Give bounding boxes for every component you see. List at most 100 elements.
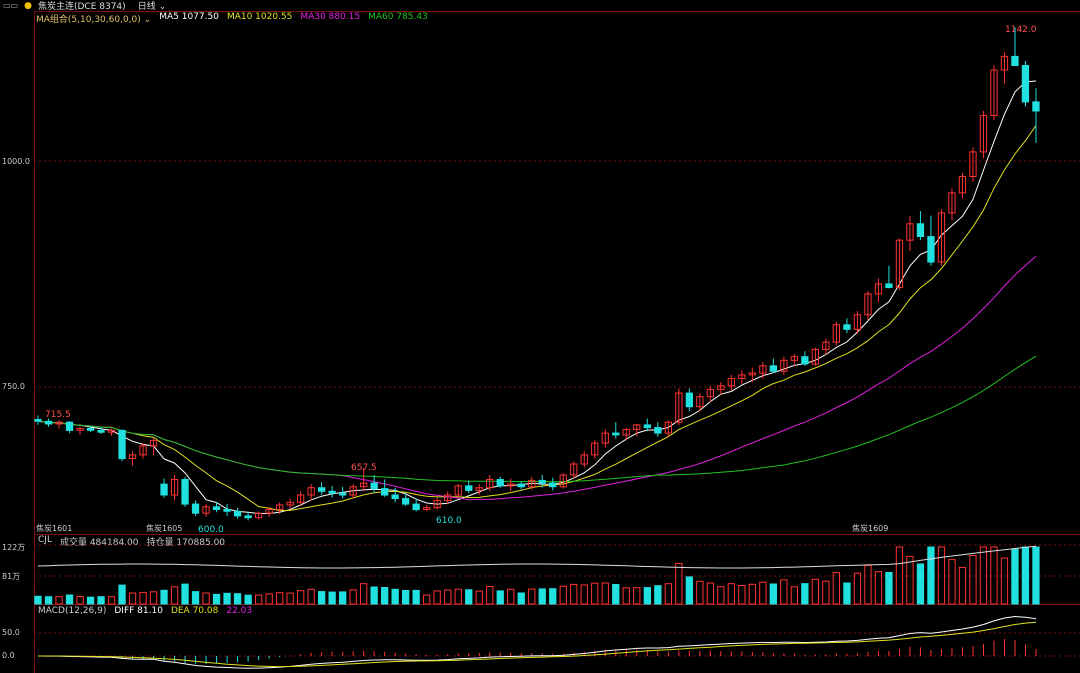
volume-bar bbox=[990, 546, 998, 605]
volume-bar bbox=[307, 588, 315, 605]
volume-bar bbox=[853, 572, 862, 605]
candle-body bbox=[538, 479, 546, 484]
candle-body bbox=[444, 494, 452, 501]
candle-body bbox=[349, 486, 357, 496]
ma60-line bbox=[37, 355, 1037, 483]
candle-body bbox=[969, 151, 977, 177]
volume-bar bbox=[212, 593, 221, 605]
volume-bar bbox=[570, 583, 578, 605]
volume-bar bbox=[675, 562, 683, 605]
instrument-title[interactable]: 焦炭主连(DCE 8374) bbox=[37, 2, 126, 12]
candle-body bbox=[517, 483, 525, 488]
candle-body bbox=[738, 374, 746, 379]
volume-bar bbox=[528, 588, 536, 605]
volume-bar bbox=[1000, 557, 1009, 605]
volume-bar bbox=[1032, 546, 1040, 605]
volume-bar bbox=[538, 588, 546, 605]
volume-tick-81: 81万 bbox=[2, 572, 21, 581]
volume-bar bbox=[1021, 546, 1030, 605]
candle-body bbox=[822, 341, 830, 350]
candle-body bbox=[1021, 65, 1030, 103]
volume-bar bbox=[948, 559, 956, 605]
volume-bar bbox=[286, 592, 294, 605]
volume-bar bbox=[191, 591, 200, 605]
candle-body bbox=[160, 483, 168, 496]
volume-bar bbox=[76, 596, 84, 605]
candle-body bbox=[759, 365, 767, 374]
candle-body bbox=[454, 485, 462, 496]
macd-panel-frame[interactable] bbox=[34, 604, 1080, 673]
volume-bar bbox=[454, 588, 462, 605]
contract-label-1609: 焦炭1609 bbox=[852, 523, 888, 533]
candle-body bbox=[664, 421, 673, 434]
volume-value: 成交量 484184.00 bbox=[59, 538, 139, 548]
volume-bar bbox=[780, 579, 788, 605]
period-selector[interactable]: 日线 ⌄ bbox=[137, 2, 167, 12]
candle-body bbox=[790, 356, 799, 361]
price-panel-frame[interactable] bbox=[34, 11, 1080, 535]
volume-bar bbox=[412, 589, 420, 605]
candle-body bbox=[811, 348, 820, 365]
candle-body bbox=[276, 504, 284, 510]
candle-body bbox=[717, 385, 725, 390]
volume-bar bbox=[433, 590, 441, 605]
volume-bar bbox=[790, 586, 799, 605]
candle-body bbox=[255, 512, 263, 519]
candle-body bbox=[612, 432, 620, 436]
macd-tick-50: 50.0 bbox=[2, 628, 20, 637]
candle-body bbox=[191, 503, 200, 514]
ma60-label: MA60 785.43 bbox=[368, 12, 428, 22]
ma-config-button[interactable]: MA组合(5,10,30,60,0,0) ⌄ bbox=[36, 15, 152, 25]
volume-tick-122: 122万 bbox=[2, 543, 26, 552]
volume-bar bbox=[664, 583, 673, 605]
volume-bar bbox=[769, 583, 778, 605]
volume-bar bbox=[65, 594, 74, 605]
candle-body bbox=[990, 69, 998, 116]
ma-legend: MA组合(5,10,30,60,0,0) ⌄ MA5 1077.50 MA10 … bbox=[36, 12, 428, 25]
volume-bar bbox=[86, 596, 95, 605]
volume-bar bbox=[517, 592, 525, 605]
volume-bar bbox=[318, 591, 326, 605]
volume-bar bbox=[937, 546, 946, 605]
volume-legend: CJL 成交量 484184.00 持仓量 170885.00 bbox=[38, 535, 225, 548]
candle-body bbox=[223, 509, 231, 512]
volume-bar bbox=[297, 590, 305, 605]
volume-bar bbox=[685, 576, 694, 605]
diff-line bbox=[37, 615, 1037, 669]
volume-bar bbox=[118, 584, 126, 605]
volume-bar bbox=[160, 589, 168, 605]
volume-bar bbox=[654, 585, 662, 605]
volume-bar bbox=[895, 546, 904, 605]
ma5-line bbox=[37, 80, 1037, 514]
candle-body bbox=[97, 429, 105, 433]
volume-bar bbox=[465, 589, 473, 605]
macd-panel-title[interactable]: MACD(12,26,9) bbox=[38, 606, 107, 616]
candle-body bbox=[580, 454, 588, 465]
volume-bar bbox=[507, 588, 515, 605]
volume-bar bbox=[748, 583, 757, 605]
volume-bar bbox=[34, 595, 42, 605]
volume-bar bbox=[822, 580, 830, 605]
volume-panel-title[interactable]: CJL bbox=[38, 535, 52, 545]
volume-bar bbox=[916, 563, 925, 605]
candle-body bbox=[170, 479, 179, 496]
candle-body bbox=[391, 494, 399, 500]
candle-body bbox=[339, 492, 347, 496]
candle-body bbox=[654, 427, 662, 434]
window-controls-icon[interactable]: ▭▭ bbox=[3, 1, 19, 10]
candle-body bbox=[528, 479, 536, 488]
annotation-high: 1142.0 bbox=[1005, 25, 1037, 35]
candle-body bbox=[685, 392, 694, 408]
candle-body bbox=[1011, 55, 1019, 67]
candle-body bbox=[244, 515, 252, 519]
candle-body bbox=[233, 510, 242, 517]
candle-body bbox=[979, 115, 988, 153]
volume-bar bbox=[706, 582, 715, 605]
candle-body bbox=[696, 396, 704, 408]
volume-bar bbox=[328, 591, 336, 605]
volume-bar bbox=[874, 571, 883, 605]
candle-body bbox=[370, 482, 378, 490]
volume-bar bbox=[202, 592, 210, 605]
volume-panel-frame[interactable] bbox=[34, 534, 1080, 605]
